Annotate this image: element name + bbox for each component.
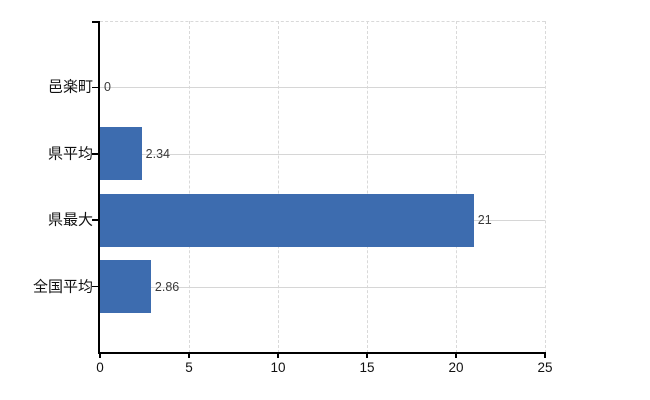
y-tick	[92, 153, 99, 155]
x-tick	[188, 353, 190, 358]
plot-area	[100, 21, 545, 353]
value-label: 21	[477, 212, 492, 227]
x-tick-label: 0	[96, 360, 104, 375]
y-tick	[92, 86, 99, 89]
y-tick	[92, 285, 99, 288]
category-label: 全国平均	[32, 278, 93, 296]
bar	[100, 127, 142, 181]
x-tick	[455, 353, 457, 358]
v-gridline	[278, 21, 279, 353]
value-label: 0	[104, 80, 111, 95]
category-label: 県最大	[47, 211, 93, 229]
plot-top-border	[100, 21, 545, 22]
h-gridline	[100, 286, 545, 288]
value-label: 2.34	[145, 146, 170, 161]
bar	[100, 193, 474, 247]
value-label: 2.86	[154, 279, 180, 294]
x-tick	[366, 353, 368, 358]
x-axis	[98, 352, 546, 354]
bar	[100, 260, 151, 314]
y-tick	[92, 219, 99, 221]
x-tick	[99, 353, 101, 358]
x-tick-label: 25	[537, 360, 553, 375]
x-tick-label: 10	[270, 360, 286, 375]
y-axis-end-tick	[92, 21, 99, 23]
category-label: 邑楽町	[47, 78, 93, 96]
x-tick	[544, 353, 546, 358]
x-tick-label: 15	[359, 360, 375, 375]
x-tick-label: 5	[185, 360, 193, 375]
x-tick-label: 20	[448, 360, 464, 375]
category-label: 県平均	[47, 145, 93, 163]
v-gridline	[189, 21, 190, 353]
x-tick	[277, 353, 279, 358]
v-gridline	[456, 21, 457, 353]
v-gridline	[367, 21, 368, 353]
v-gridline	[545, 21, 546, 353]
h-gridline	[100, 87, 545, 89]
y-axis	[98, 21, 100, 353]
h-gridline	[100, 153, 545, 155]
